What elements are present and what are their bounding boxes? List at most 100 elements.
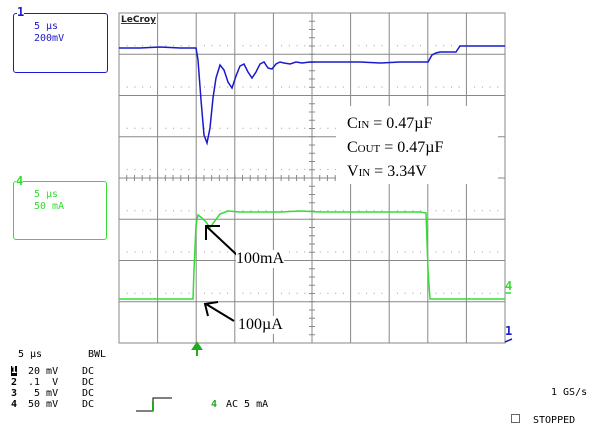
grid-dot — [242, 86, 244, 88]
grid-dot — [173, 86, 175, 88]
grid-dot — [342, 45, 344, 47]
grid-dot — [219, 86, 221, 88]
grid-dot — [381, 292, 383, 294]
channel-coupling: DC — [82, 377, 95, 388]
grid-dot — [497, 251, 499, 253]
grid-dot — [304, 127, 306, 129]
grid-dot — [474, 251, 476, 253]
grid-dot — [296, 251, 298, 253]
grid-dot — [288, 251, 290, 253]
grid-dot — [319, 169, 321, 170]
grid-dot — [443, 86, 445, 88]
grid-dot — [342, 86, 344, 88]
grid-dot — [412, 292, 414, 294]
grid-dot — [219, 210, 221, 212]
arrow-label-100mA: 100mA — [236, 250, 284, 268]
grid-dot — [165, 292, 167, 294]
grid-dot — [180, 45, 182, 47]
grid-dot — [173, 127, 175, 129]
grid-dot — [358, 86, 360, 88]
grid-dot — [165, 251, 167, 253]
grid-dot — [381, 45, 383, 47]
grid-dot — [373, 210, 375, 212]
grid-dot — [358, 45, 360, 47]
ch1-scale: 200mV — [34, 33, 65, 44]
grid-dot — [173, 292, 175, 294]
grid-dot — [149, 169, 151, 170]
grid-dot — [396, 251, 398, 253]
grid-dot — [149, 251, 151, 253]
grid-dot — [474, 292, 476, 294]
grid-dot — [203, 45, 205, 47]
grid-dot — [381, 86, 383, 88]
grid-dot — [149, 292, 151, 294]
grid-dot — [126, 292, 128, 294]
grid-dot — [396, 210, 398, 212]
grid-dot — [288, 45, 290, 47]
grid-dot — [281, 86, 283, 88]
grid-dot — [342, 210, 344, 212]
grid-dot — [404, 45, 406, 47]
grid-dot — [373, 45, 375, 47]
grid-dot — [142, 169, 144, 170]
grid-dot — [250, 45, 252, 47]
grid-dot — [180, 127, 182, 129]
grid-dot — [165, 169, 167, 170]
grid-dot — [257, 169, 259, 170]
grid-dot — [319, 210, 321, 212]
grid-dot — [435, 292, 437, 294]
grid-dot — [396, 45, 398, 47]
grid-dot — [296, 86, 298, 88]
grid-dot — [396, 86, 398, 88]
grid-dot — [134, 210, 136, 212]
grid-dot — [219, 169, 221, 170]
ch1-descriptor-box[interactable]: 1 5 µs 200mV — [13, 6, 108, 73]
grid-dot — [219, 292, 221, 294]
grid-dot — [126, 127, 128, 129]
grid-dot — [180, 292, 182, 294]
grid-dot — [497, 292, 499, 294]
grid-dot — [319, 251, 321, 253]
grid-dot — [381, 251, 383, 253]
grid-dot — [180, 210, 182, 212]
arrow-100uA — [203, 301, 235, 322]
grid-dot — [188, 169, 190, 170]
annotation-cin: CIN = 0.47µF — [347, 115, 433, 132]
grid-dot — [257, 86, 259, 88]
grid-dot — [265, 210, 267, 212]
ch4-descriptor-box[interactable]: 4 5 µs 50 mA — [13, 175, 107, 240]
grid-dot — [265, 169, 267, 170]
ch4-scale: 50 mA — [34, 201, 65, 212]
grid-dot — [211, 210, 213, 212]
grid-dot — [188, 45, 190, 47]
grid-dot — [250, 292, 252, 294]
grid-dot — [335, 45, 337, 47]
grid-dot — [319, 45, 321, 47]
grid-dot — [257, 45, 259, 47]
grid-dot — [335, 86, 337, 88]
ch4-edge-label: 4 — [505, 279, 513, 293]
status-bwl: BWL — [88, 349, 107, 360]
grid-dot — [173, 251, 175, 253]
grid-dot — [420, 251, 422, 253]
grid-dot — [203, 169, 205, 170]
grid-dot — [211, 86, 213, 88]
grid-dot — [450, 86, 452, 88]
grid-dot — [265, 86, 267, 88]
grid-dot — [227, 292, 229, 294]
grid-dot — [481, 292, 483, 294]
run-state-checkbox-icon[interactable] — [511, 414, 520, 423]
channel-scale: 20 mV — [28, 366, 59, 377]
grid-dot — [335, 127, 337, 129]
channel-scale: 5 mV — [28, 388, 59, 399]
grid-dot — [319, 292, 321, 294]
grid-dot — [458, 86, 460, 88]
grid-dot — [481, 86, 483, 88]
grid-dot — [489, 292, 491, 294]
grid-dot — [281, 292, 283, 294]
grid-dot — [142, 45, 144, 47]
grid-dot — [134, 251, 136, 253]
grid-dot — [366, 292, 368, 294]
grid-dot — [373, 86, 375, 88]
run-state[interactable]: STOPPED — [533, 415, 576, 426]
